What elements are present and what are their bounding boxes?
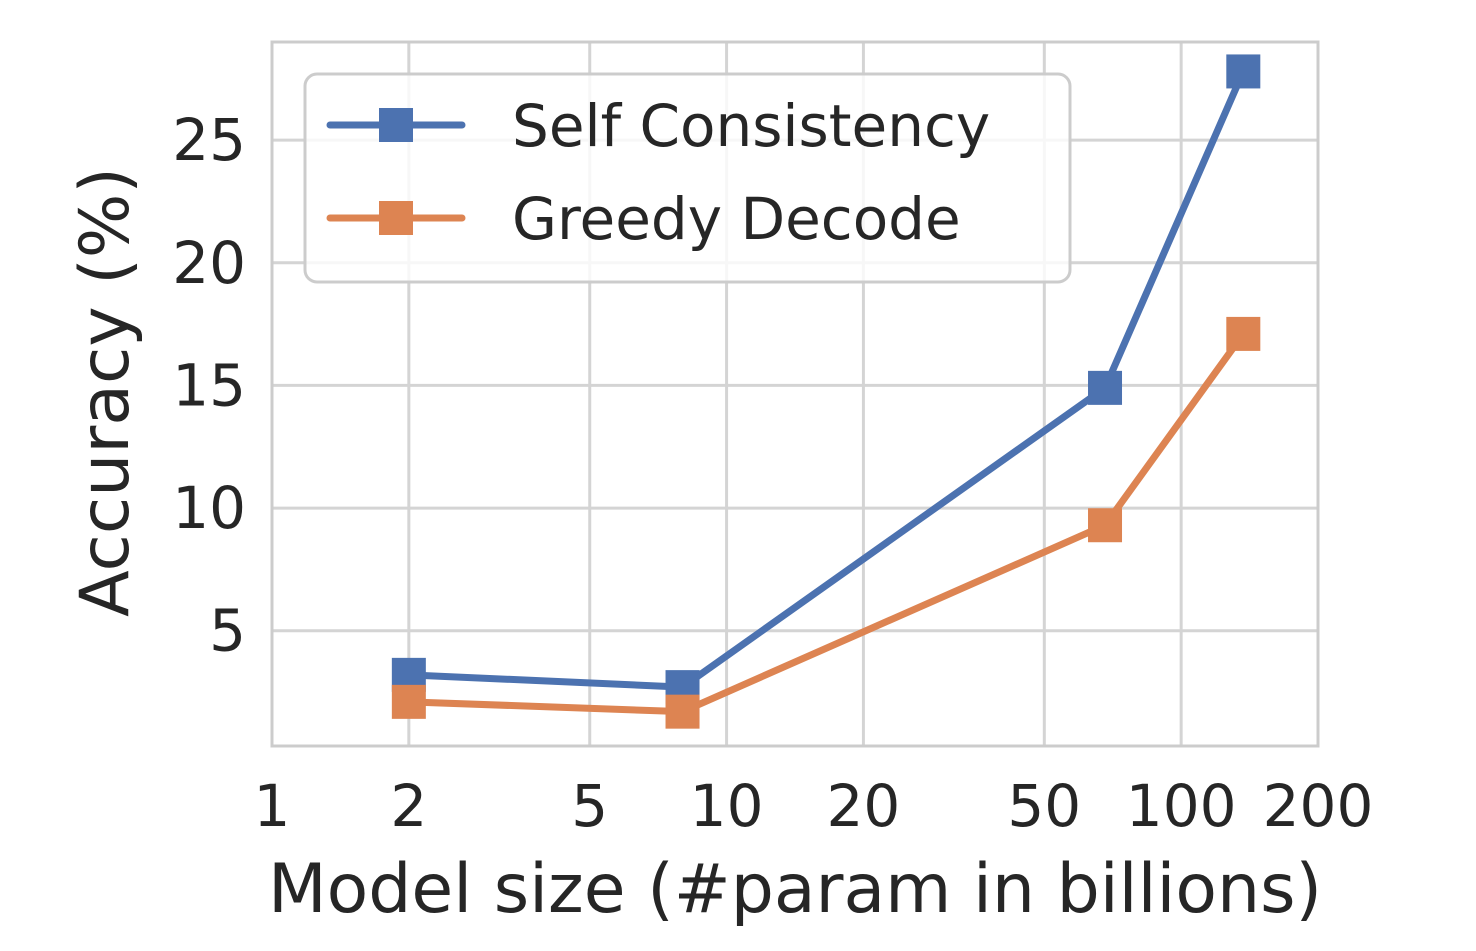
x-tick-label: 2 [390,772,427,840]
x-tick-label: 200 [1263,772,1374,840]
x-tick-label: 10 [690,772,764,840]
x-tick-label: 100 [1126,772,1237,840]
y-tick-label: 15 [172,351,246,419]
series-greedy-decode [391,316,1261,729]
data-point-marker [391,684,426,719]
data-point-marker [1226,316,1261,351]
x-tick-label: 5 [571,772,608,840]
y-tick-label: 25 [172,106,246,174]
data-point-marker [665,694,700,729]
x-axis-label: Model size (#param in billions) [268,850,1322,929]
y-tick-label: 5 [209,597,246,665]
legend-marker-swatch [379,201,413,235]
legend-box [303,72,1072,284]
legend-marker-swatch [379,108,413,142]
x-tick-label: 50 [1007,772,1081,840]
legend-item: Self Consistency [326,92,990,160]
series-line [405,67,1247,691]
legend: Self Consistency Greedy Decode [303,72,1072,284]
y-axis-label: Accuracy (%) [66,167,145,617]
data-point-marker [1088,508,1123,543]
series-layer [391,54,1261,729]
series-line [405,330,1247,716]
y-tick-label: 20 [172,229,246,297]
series-self-consistency [391,54,1261,705]
legend-item: Greedy Decode [326,185,961,253]
data-point-marker [1226,54,1261,89]
data-point-marker [1088,370,1123,405]
legend-label: Self Consistency [512,92,990,160]
plot-frame [270,40,1320,748]
y-tick-label: 10 [172,474,246,542]
x-tick-label: 1 [254,772,291,840]
x-tick-label: 20 [827,772,901,840]
legend-label: Greedy Decode [512,185,961,253]
